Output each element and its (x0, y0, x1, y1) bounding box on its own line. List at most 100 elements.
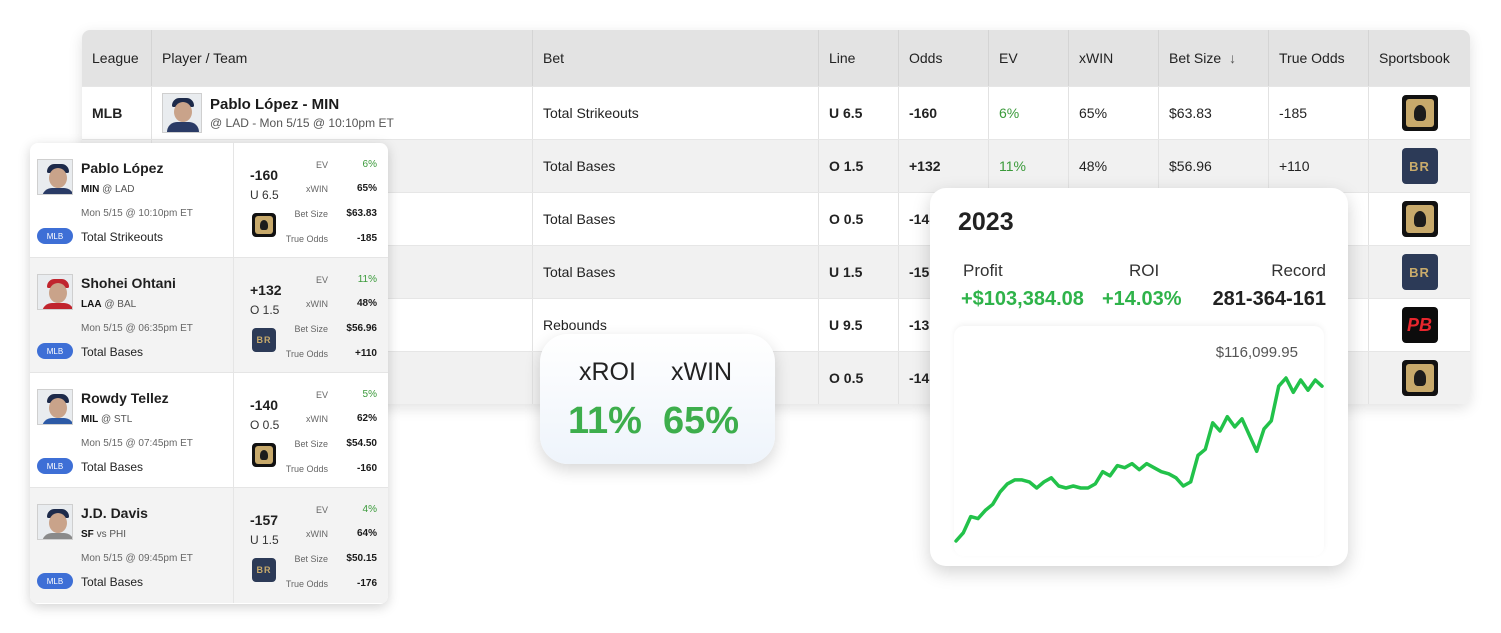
profit-chart: $116,099.95 (954, 326, 1324, 556)
ev-label: EV (315, 275, 328, 285)
cell-line: O 1.5 (819, 140, 899, 192)
col-bet-size-label: Bet Size (1169, 50, 1222, 66)
true-odds-label: True Odds (285, 579, 328, 589)
ev-label: EV (315, 390, 328, 400)
game-time: Mon 5/15 @ 10:10pm ET (81, 208, 193, 219)
true-odds-label: True Odds (285, 349, 328, 359)
game-time: Mon 5/15 @ 07:45pm ET (81, 438, 193, 449)
mgm-logo-icon[interactable] (252, 443, 276, 467)
sportsbook[interactable]: BR (252, 558, 276, 582)
odds: -160 (250, 167, 279, 183)
odds: -157 (250, 512, 279, 528)
bet-type: Total Bases (81, 460, 144, 474)
mgm-logo-icon[interactable] (1401, 360, 1438, 396)
bet-type: Total Bases (81, 345, 144, 359)
bet-card[interactable]: Rowdy Tellez MIL @ STL Mon 5/15 @ 07:45p… (30, 373, 388, 488)
team-abbr: LAA (81, 299, 102, 310)
col-ev[interactable]: EV (989, 30, 1069, 86)
mgm-logo-icon[interactable] (1401, 201, 1438, 237)
cell-sportsbook: PB (1369, 299, 1470, 351)
table-row[interactable]: MLB Pablo López - MIN @ LAD - Mon 5/15 @… (82, 86, 1470, 139)
cell-xwin: 48% (1069, 140, 1159, 192)
mgm-logo-icon[interactable] (252, 213, 276, 237)
cell-player (152, 193, 533, 245)
table-row[interactable]: Rebounds U 9.5 -13 PB (82, 298, 1470, 351)
profit-value: +$103,384.08 (961, 288, 1084, 310)
sportsbook[interactable] (252, 443, 276, 467)
odds: -140 (250, 397, 279, 413)
team-abbr: MIN (81, 184, 100, 195)
opponent: @ BAL (104, 299, 137, 310)
sort-down-icon[interactable]: ↓ (1229, 50, 1237, 66)
bet-size-label: Bet Size (294, 324, 328, 334)
cell-true-odds: -185 (1269, 87, 1369, 139)
cell-bet-size: $63.83 (1159, 87, 1269, 139)
bet-card[interactable]: Pablo López MIN @ LAD Mon 5/15 @ 10:10pm… (30, 143, 388, 258)
profit-line-chart (954, 376, 1324, 543)
col-xwin[interactable]: xWIN (1069, 30, 1159, 86)
col-league[interactable]: League (82, 30, 152, 86)
line: U 1.5 (250, 533, 279, 547)
league-badge: MLB (37, 343, 73, 359)
pb-logo-icon[interactable]: PB (1401, 307, 1438, 343)
mobile-bet-cards: Pablo López MIN @ LAD Mon 5/15 @ 10:10pm… (30, 143, 388, 604)
xroi-value: 11% (568, 400, 642, 442)
bet-card-info (30, 373, 234, 487)
odds: +132 (250, 282, 282, 298)
line: O 1.5 (250, 303, 280, 317)
xwin-label: xWIN (671, 358, 733, 386)
ev-label: EV (315, 160, 328, 170)
col-odds[interactable]: Odds (899, 30, 989, 86)
game-time: Mon 5/15 @ 06:35pm ET (81, 323, 193, 334)
cell-bet: Total Bases (533, 193, 819, 245)
bet-card[interactable]: Shohei Ohtani LAA @ BAL Mon 5/15 @ 06:35… (30, 258, 388, 373)
xwin-label: xWIN (306, 529, 328, 539)
player-avatar (37, 504, 73, 540)
player-name: Pablo López - MIN (210, 96, 340, 113)
true-odds-value: -160 (356, 463, 377, 474)
player-team: MIL @ STL (81, 414, 132, 425)
br-logo-icon[interactable]: BR (1401, 254, 1438, 290)
xwin-value: 65% (356, 183, 377, 194)
br-logo-icon[interactable]: BR (252, 558, 276, 582)
cell-sportsbook (1369, 87, 1470, 139)
bet-size-label: Bet Size (294, 439, 328, 449)
cell-true-odds: +110 (1269, 140, 1369, 192)
xwin-label: xWIN (306, 184, 328, 194)
sportsbook[interactable]: BR (252, 328, 276, 352)
league-badge: MLB (37, 573, 73, 589)
bet-size-value: $56.96 (346, 323, 377, 334)
cell-player (152, 140, 533, 192)
br-logo-icon[interactable]: BR (1401, 148, 1438, 184)
profit-label: Profit (963, 261, 1003, 280)
bet-card[interactable]: J.D. Davis SF vs PHI Mon 5/15 @ 09:45pm … (30, 488, 388, 603)
cell-bet: Total Bases (533, 140, 819, 192)
col-line[interactable]: Line (819, 30, 899, 86)
xwin-value: 62% (356, 413, 377, 424)
opponent: @ STL (101, 414, 133, 425)
player-name: Shohei Ohtani (81, 275, 176, 291)
cell-xwin: 65% (1069, 87, 1159, 139)
cell-player: Pablo López - MIN @ LAD - Mon 5/15 @ 10:… (152, 87, 533, 139)
col-sportsbook[interactable]: Sportsbook (1379, 50, 1450, 66)
cell-player (152, 352, 533, 404)
cell-ev: 6% (989, 87, 1069, 139)
peak-value: $116,099.95 (1215, 344, 1298, 361)
profit-series-line (954, 376, 1324, 543)
true-odds-value: +110 (355, 348, 377, 359)
line: U 6.5 (250, 188, 279, 202)
bet-card-info (30, 143, 234, 257)
opponent: @ LAD (102, 184, 135, 195)
bet-size-label: Bet Size (294, 554, 328, 564)
sportsbook[interactable] (252, 213, 276, 237)
col-true-odds[interactable]: True Odds (1269, 30, 1369, 86)
xwin-value: 48% (356, 298, 377, 309)
col-bet[interactable]: Bet (533, 30, 819, 86)
br-logo-icon[interactable]: BR (252, 328, 276, 352)
cell-sportsbook (1369, 193, 1470, 245)
col-player[interactable]: Player / Team (152, 30, 533, 86)
mgm-logo-icon[interactable] (1401, 95, 1438, 131)
opponent: vs PHI (96, 529, 127, 540)
player-name: Rowdy Tellez (81, 390, 169, 406)
col-bet-size[interactable]: Bet Size ↓ (1159, 30, 1269, 86)
